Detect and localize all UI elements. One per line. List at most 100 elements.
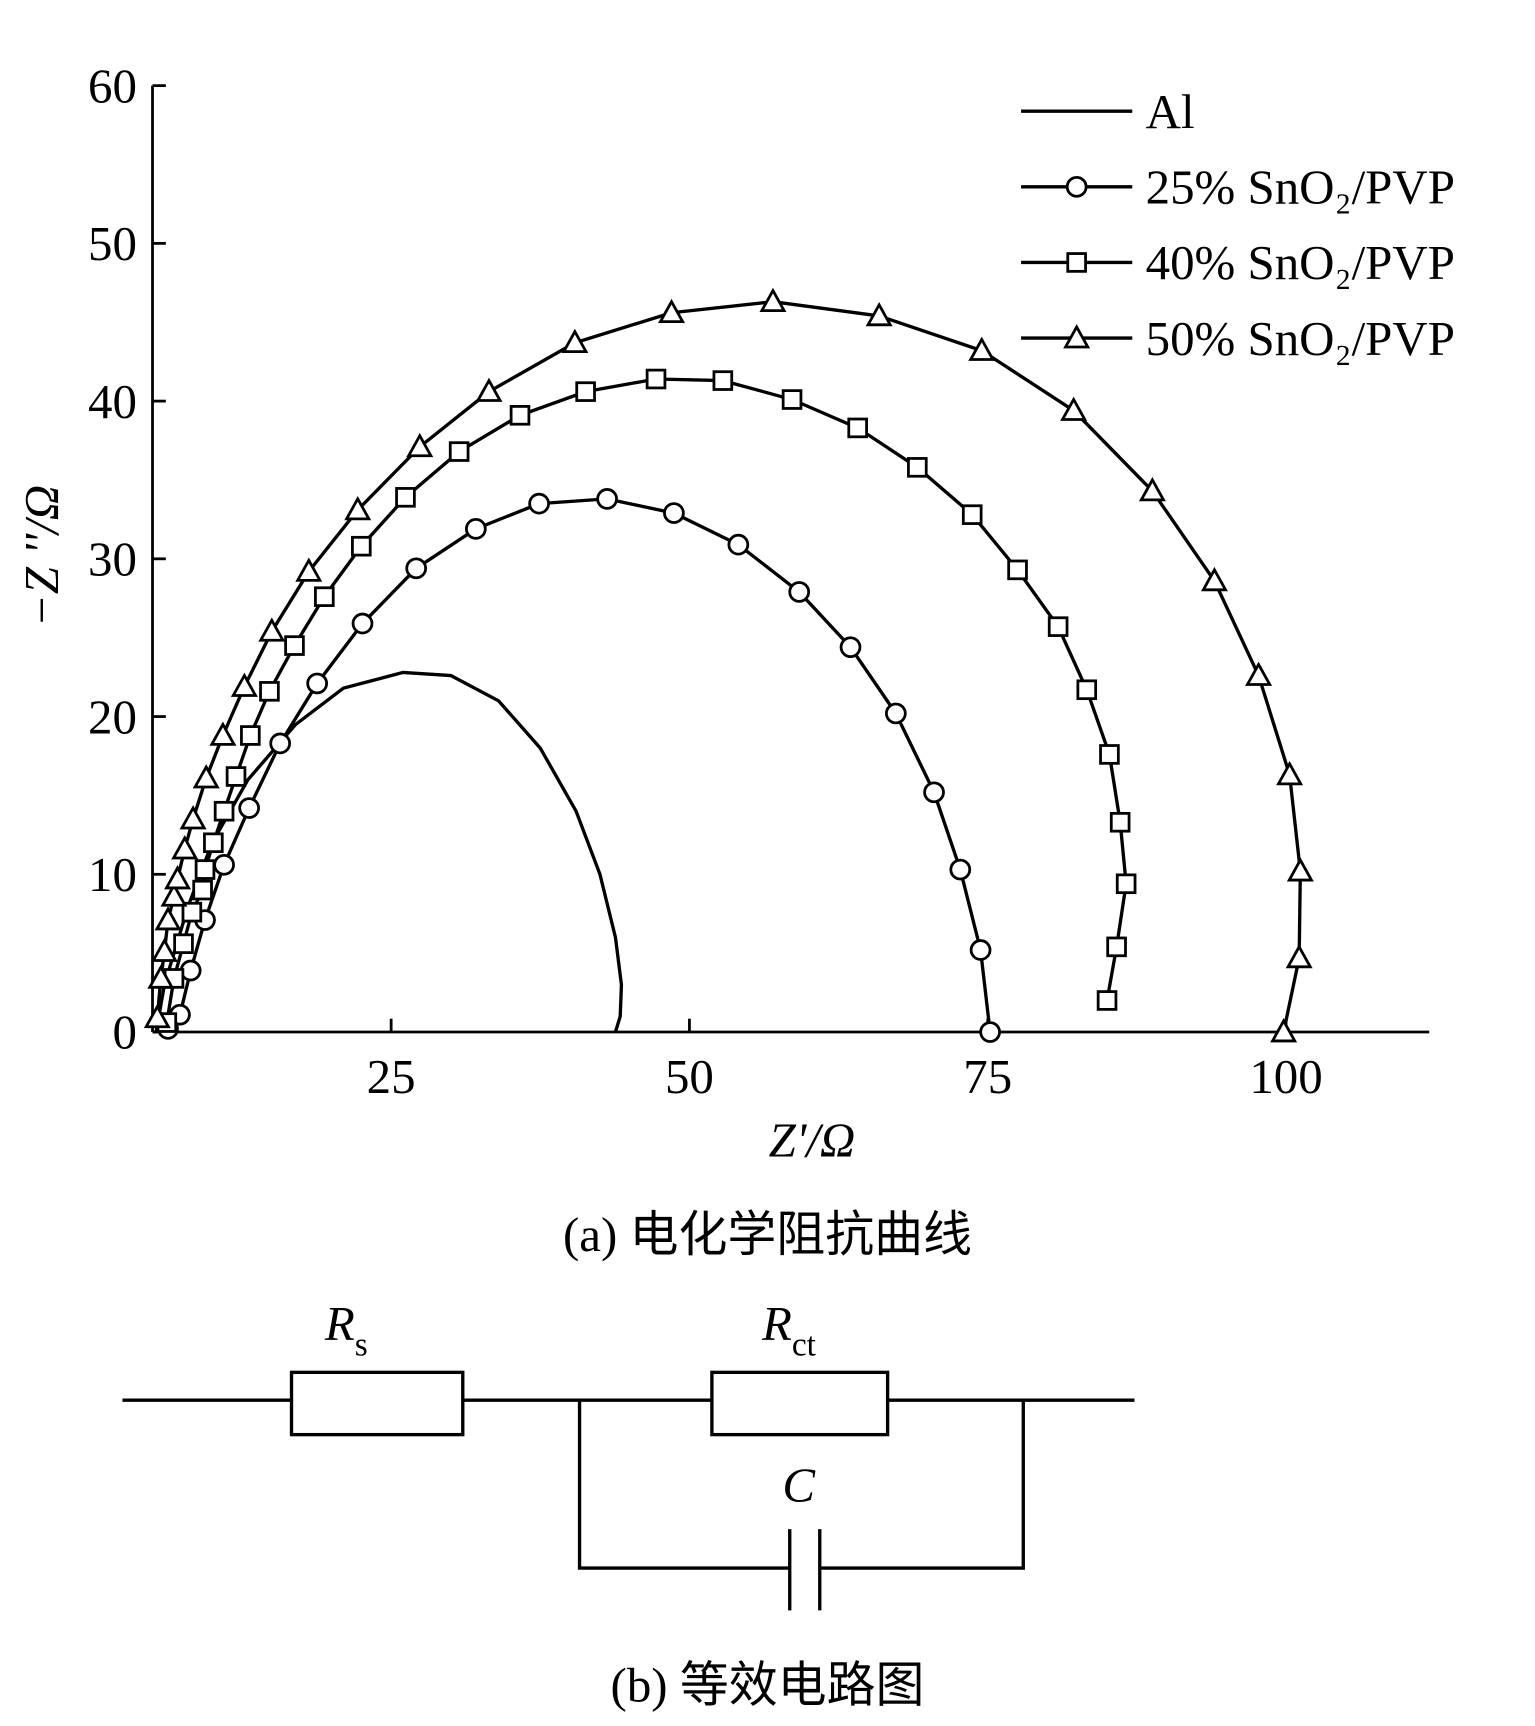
marker [209,721,237,746]
marker [269,732,292,755]
marker [259,681,280,702]
marker [781,389,803,410]
series-line [165,377,1128,1023]
capacitor [788,1529,822,1611]
marker [979,1021,1001,1043]
marker [575,381,596,402]
x-tick-label: 25 [367,1049,416,1104]
marker [164,865,192,890]
marker [475,377,503,402]
marker [1066,252,1087,273]
y-tick-label: 40 [88,374,137,429]
y-tick-label: 20 [88,689,137,744]
resistor [289,1370,465,1437]
x-tick-label: 100 [1249,1049,1322,1104]
marker [1109,811,1131,833]
x-tick-label: 75 [963,1049,1012,1104]
marker [448,441,470,462]
legend-label: 40% SnO₂/PVP [1146,235,1455,290]
marker [1245,661,1273,686]
symbol: R [761,1296,792,1351]
x-axis-label: Z'/Ω [769,1113,856,1168]
marker [658,298,686,324]
marker [194,859,216,880]
legend-label: 50% SnO₂/PVP [1146,311,1455,366]
marker [969,939,992,961]
series-line [166,497,992,1033]
marker [968,336,996,361]
marker [1099,744,1120,765]
marker [923,781,945,804]
marker [203,832,224,854]
marker [1007,559,1028,581]
marker [949,858,972,881]
marker [143,1003,171,1029]
marker [712,370,734,391]
marker [961,504,983,525]
marker [1063,324,1091,349]
marker [192,764,220,789]
rct-label: Rct [761,1296,817,1364]
circuit: Rs Rct C (b) 等效电路图 [122,1296,1135,1713]
marker [295,557,323,582]
y-tick-label: 30 [88,532,137,587]
marker [284,635,305,656]
marker [314,586,335,607]
marker [1115,873,1137,895]
marker [213,800,235,822]
symbol: R [324,1296,355,1351]
subscript: s [355,1327,368,1364]
y-tick-label: 60 [88,58,137,113]
y-tick-label: 0 [112,1005,136,1060]
marker [907,457,928,478]
marker [885,702,907,725]
marker [759,287,787,313]
marker [465,518,487,540]
resistor [710,1370,890,1437]
legend-label: Al [1146,84,1195,139]
marker [1076,679,1098,701]
subscript: ct [792,1327,817,1364]
marker [1096,990,1118,1011]
marker [727,533,750,556]
marker [258,617,286,642]
marker [181,901,203,923]
marker [351,612,374,635]
marker [847,417,868,439]
marker [528,492,550,515]
marker [1276,760,1304,786]
y-tick-label: 50 [88,216,137,271]
caption: (b) 等效电路图 [611,1658,925,1713]
wire [122,1398,1135,1570]
marker [351,535,372,557]
marker [240,725,261,746]
marker [1286,857,1314,882]
marker [645,368,667,390]
marker [865,301,893,327]
rs-label: Rs [324,1296,368,1364]
marker [839,636,862,659]
marker [225,766,247,787]
marker [160,882,188,907]
marker [306,672,329,695]
marker [154,906,182,931]
marker [1200,566,1228,592]
marker [1285,943,1313,969]
marker [1065,175,1088,198]
marker [395,487,416,508]
marker [1106,936,1127,958]
x-tick-label: 50 [665,1049,714,1104]
marker [1270,1018,1298,1043]
y-tick-label: 10 [88,847,137,902]
marker [788,581,811,603]
marker [147,964,175,989]
legend-label: 25% SnO₂/PVP [1146,160,1455,215]
c-label: C [782,1457,816,1512]
marker [213,853,235,876]
marker [173,933,194,954]
marker [344,495,372,521]
marker [230,672,258,697]
marker [596,488,618,510]
